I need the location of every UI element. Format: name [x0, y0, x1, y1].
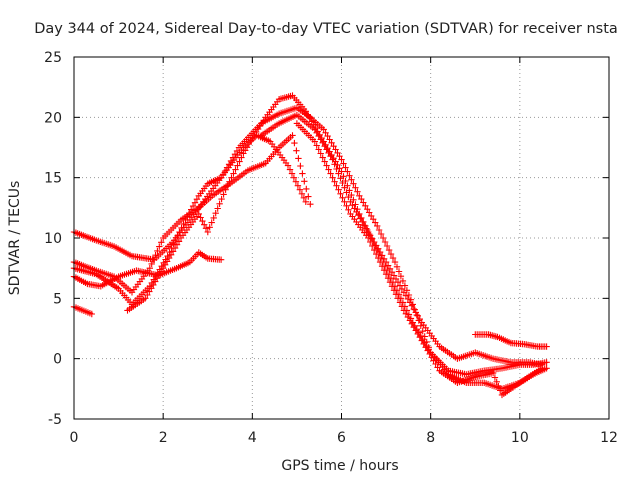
- marker-track: [70, 104, 314, 263]
- y-tick-label: 5: [53, 291, 62, 307]
- x-axis-label: GPS time / hours: [281, 458, 398, 474]
- series-track-i: [293, 120, 546, 399]
- x-tick-label: 6: [337, 430, 346, 446]
- y-tick-label: 0: [53, 352, 62, 368]
- chart-title: Day 344 of 2024, Sidereal Day-to-day VTE…: [34, 21, 618, 37]
- x-tick-label: 12: [600, 430, 618, 446]
- axis-ticks: [73, 56, 610, 420]
- series-track-j: [472, 331, 550, 350]
- x-tick-label: 4: [248, 430, 257, 446]
- series-track-d: [70, 132, 314, 296]
- series-track-c: [70, 104, 314, 263]
- x-tick-label: 2: [159, 430, 168, 446]
- x-tick-label: 0: [70, 430, 79, 446]
- marker-track: [472, 331, 550, 350]
- data-points: [70, 92, 550, 399]
- y-axis-label: SDTVAR / TECUs: [7, 181, 23, 296]
- x-tick-label: 10: [511, 430, 529, 446]
- x-tick-label: 8: [426, 430, 435, 446]
- y-tick-label: 20: [44, 110, 62, 126]
- marker-track: [70, 132, 314, 296]
- y-tick-label: 25: [44, 50, 62, 66]
- series-track-g: [258, 111, 546, 368]
- y-tick-label: -5: [48, 412, 62, 428]
- marker-track: [258, 111, 546, 368]
- marker-track: [293, 120, 546, 399]
- y-tick-label: 15: [44, 171, 62, 187]
- y-tick-label: 10: [44, 231, 62, 247]
- tick-labels: 0 2 4 6 8 10 12 -5 0 5 10 15 20 25: [44, 50, 618, 446]
